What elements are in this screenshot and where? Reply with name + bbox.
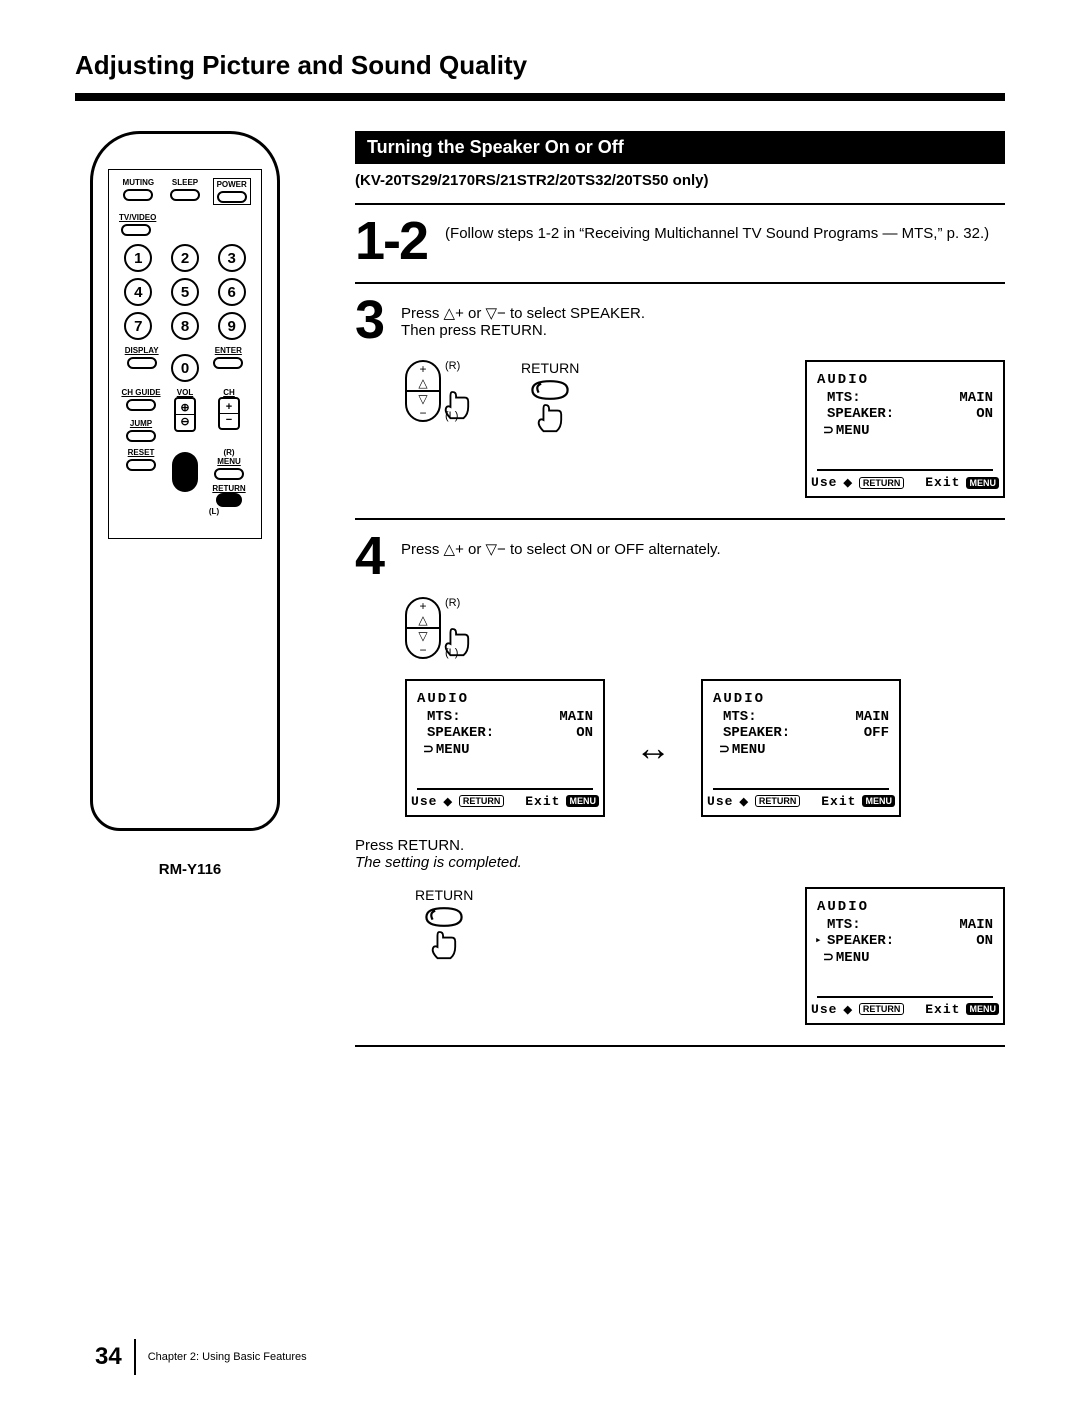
step-text-12: (Follow steps 1-2 in “Receiving Multicha…	[445, 217, 989, 242]
num-5: 5	[171, 278, 199, 306]
num-9: 9	[218, 312, 246, 340]
completed-text: The setting is completed.	[355, 854, 1005, 871]
osd-toggle-row: AUDIO MTS:MAIN SPEAKER:ON MENU Use RETUR…	[405, 679, 1005, 817]
return-illustration-final: RETURN	[415, 887, 473, 962]
osd-step3: AUDIO MTS:MAIN SPEAKER:ON MENU Use RETUR…	[805, 360, 1005, 498]
jump-button	[126, 430, 156, 442]
r-indicator: (R)	[445, 360, 460, 372]
jump-label: JUMP	[130, 419, 152, 428]
step-4: 4 Press △+ or ▽− to select ON or OFF alt…	[355, 532, 1005, 581]
step-text-3: Press △+ or ▽− to select SPEAKER. Then p…	[401, 296, 645, 339]
num-3: 3	[218, 244, 246, 272]
page-number: 34	[95, 1343, 122, 1371]
final-instruction: Press RETURN. The setting is completed.	[355, 837, 1005, 871]
power-label: POWER	[217, 180, 247, 189]
rocker-illustration-2: +△▽− (R) (L)	[405, 597, 441, 659]
page-title: Adjusting Picture and Sound Quality	[75, 50, 1005, 101]
menu-label: MENU	[217, 457, 241, 466]
select-rocker	[172, 452, 198, 492]
return-icon	[422, 903, 466, 931]
step-1-2: 1-2 (Follow steps 1-2 in “Receiving Mult…	[355, 217, 1005, 266]
step-text-4: Press △+ or ▽− to select ON or OFF alter…	[401, 532, 721, 558]
return-caption: RETURN	[521, 360, 579, 376]
rocker-illustration: +△▽− (R) (L)	[405, 360, 441, 422]
step-num-3: 3	[355, 296, 383, 345]
display-label: DISPLAY	[125, 346, 159, 355]
osd-final: AUDIO MTS:MAIN SPEAKER:ON MENU Use RETUR…	[805, 887, 1005, 1025]
num-4: 4	[124, 278, 152, 306]
return-icon	[528, 376, 572, 404]
step-num-12: 1-2	[355, 217, 427, 266]
menu-button	[214, 468, 244, 480]
ch-label: CH	[223, 388, 235, 397]
chapter-label: Chapter 2: Using Basic Features	[134, 1339, 307, 1375]
vol-label: VOL	[177, 388, 193, 397]
return-label: RETURN	[212, 484, 245, 493]
num-6: 6	[218, 278, 246, 306]
tvvideo-label: TV/VIDEO	[119, 213, 251, 222]
return-illustration: RETURN	[521, 360, 579, 435]
osd-on: AUDIO MTS:MAIN SPEAKER:ON MENU Use RETUR…	[405, 679, 605, 817]
remote-model: RM-Y116	[75, 861, 305, 878]
l-label: (L)	[209, 507, 219, 516]
chguide-label: CH GUIDE	[121, 388, 160, 397]
power-button	[217, 191, 247, 203]
sleep-button	[170, 189, 200, 201]
osd-off: AUDIO MTS:MAIN SPEAKER:OFF MENU Use RETU…	[701, 679, 901, 817]
display-button	[127, 357, 157, 369]
remote-column: MUTING SLEEP POWER TV/VIDEO 123 456 789 …	[75, 131, 305, 1059]
reset-label: RESET	[128, 448, 155, 457]
page-footer: 34 Chapter 2: Using Basic Features	[95, 1339, 307, 1375]
r-label: (R)	[223, 448, 234, 457]
enter-label: ENTER	[215, 346, 242, 355]
step-num-4: 4	[355, 532, 383, 581]
num-0: 0	[171, 354, 199, 382]
num-1: 1	[124, 244, 152, 272]
ch-rocker: +−	[218, 397, 240, 430]
num-7: 7	[124, 312, 152, 340]
remote-outline: MUTING SLEEP POWER TV/VIDEO 123 456 789 …	[90, 131, 280, 831]
tvvideo-button	[121, 224, 151, 236]
num-2: 2	[171, 244, 199, 272]
muting-label: MUTING	[123, 178, 155, 187]
model-list: (KV-20TS29/2170RS/21STR2/20TS32/20TS50 o…	[355, 172, 1005, 189]
step-3: 3 Press △+ or ▽− to select SPEAKER. Then…	[355, 296, 1005, 345]
enter-button	[213, 357, 243, 369]
reset-button	[126, 459, 156, 471]
hand-icon	[430, 930, 458, 962]
return-button	[216, 493, 242, 507]
num-8: 8	[171, 312, 199, 340]
press-return-text: Press RETURN.	[355, 837, 1005, 854]
chguide-button	[126, 399, 156, 411]
toggle-arrow-icon: ↔	[635, 727, 671, 769]
section-bar: Turning the Speaker On or Off	[355, 131, 1005, 164]
hand-icon	[536, 403, 564, 435]
osd-title: AUDIO	[817, 372, 993, 388]
sleep-label: SLEEP	[172, 178, 198, 187]
vol-rocker: ⊕⊖	[174, 397, 196, 432]
hand-icon	[443, 390, 471, 422]
hand-icon	[443, 627, 471, 659]
instruction-column: Turning the Speaker On or Off (KV-20TS29…	[355, 131, 1005, 1059]
muting-button	[123, 189, 153, 201]
